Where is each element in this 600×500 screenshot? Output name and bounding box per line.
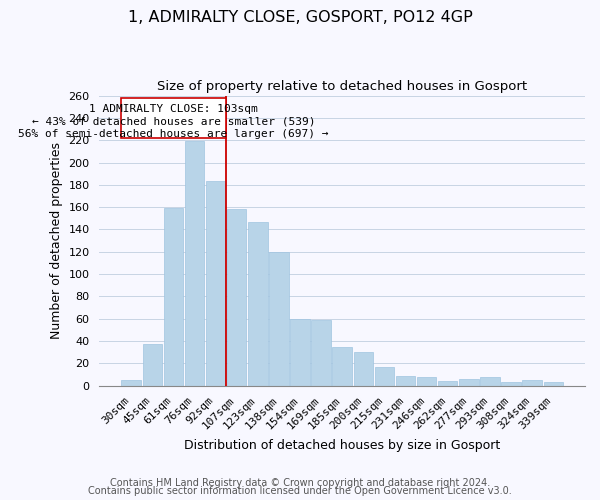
Bar: [248, 222, 268, 386]
Bar: [396, 376, 415, 386]
X-axis label: Distribution of detached houses by size in Gosport: Distribution of detached houses by size …: [184, 440, 500, 452]
Text: Contains public sector information licensed under the Open Government Licence v3: Contains public sector information licen…: [88, 486, 512, 496]
Y-axis label: Number of detached properties: Number of detached properties: [50, 142, 63, 339]
Bar: [290, 319, 310, 386]
Text: Contains HM Land Registry data © Crown copyright and database right 2024.: Contains HM Land Registry data © Crown c…: [110, 478, 490, 488]
Bar: [121, 380, 141, 386]
Text: 1, ADMIRALTY CLOSE, GOSPORT, PO12 4GP: 1, ADMIRALTY CLOSE, GOSPORT, PO12 4GP: [128, 10, 472, 25]
Bar: [353, 352, 373, 386]
Bar: [459, 379, 479, 386]
Bar: [502, 382, 521, 386]
Text: ← 43% of detached houses are smaller (539): ← 43% of detached houses are smaller (53…: [32, 117, 315, 127]
Text: 56% of semi-detached houses are larger (697) →: 56% of semi-detached houses are larger (…: [18, 129, 329, 139]
Bar: [523, 380, 542, 386]
Bar: [544, 382, 563, 386]
Bar: [332, 346, 352, 386]
Bar: [374, 367, 394, 386]
Bar: [480, 377, 500, 386]
Bar: [185, 142, 204, 386]
Bar: [417, 377, 436, 386]
Bar: [164, 208, 183, 386]
FancyBboxPatch shape: [121, 98, 226, 138]
Bar: [206, 182, 225, 386]
Bar: [311, 320, 331, 386]
Bar: [438, 382, 457, 386]
Bar: [227, 210, 247, 386]
Title: Size of property relative to detached houses in Gosport: Size of property relative to detached ho…: [157, 80, 527, 93]
Bar: [269, 252, 289, 386]
Text: 1 ADMIRALTY CLOSE: 103sqm: 1 ADMIRALTY CLOSE: 103sqm: [89, 104, 258, 115]
Bar: [143, 344, 162, 386]
